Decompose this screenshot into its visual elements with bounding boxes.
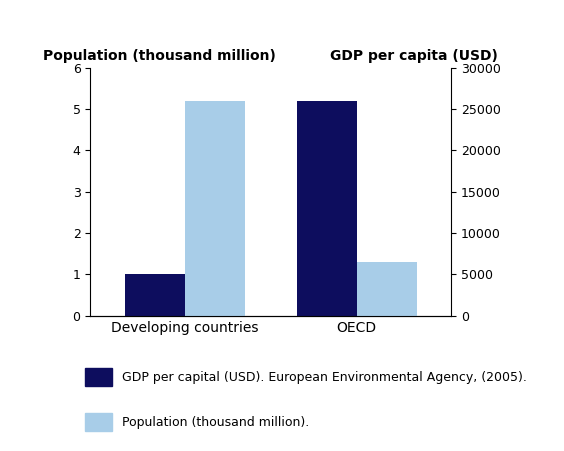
Y-axis label: GDP per capita (USD): GDP per capita (USD) [331,49,498,63]
Legend: GDP per capital (USD). European Environmental Agency, (2005).: GDP per capital (USD). European Environm… [80,363,532,391]
Y-axis label: Population (thousand million): Population (thousand million) [43,49,276,63]
Bar [356,262,417,316]
Legend: Population (thousand million).: Population (thousand million). [80,408,314,436]
Bar [297,101,356,316]
Bar [125,274,185,316]
Bar [185,101,245,316]
